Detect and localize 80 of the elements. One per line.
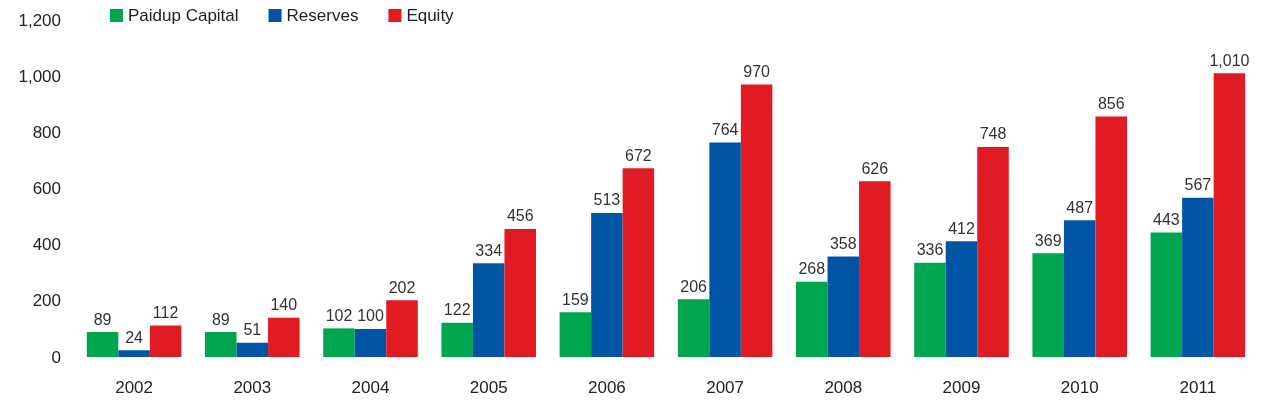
data-label: 369	[1034, 231, 1062, 249]
bar	[591, 212, 623, 357]
bar	[118, 350, 150, 357]
bar	[1032, 253, 1064, 357]
data-label: 412	[948, 219, 975, 237]
y-tick-label: 600	[32, 179, 61, 198]
data-label: 358	[829, 234, 857, 252]
data-label: 112	[152, 304, 179, 322]
bar	[504, 228, 536, 357]
y-tick-label: 0	[51, 347, 61, 367]
x-tick-label: 2007	[706, 378, 745, 397]
bar	[86, 332, 119, 357]
x-tick-label: 2002	[115, 378, 154, 397]
data-label: 140	[270, 296, 298, 314]
data-label: 100	[357, 307, 384, 325]
data-label: 334	[475, 241, 503, 259]
bar	[622, 168, 655, 357]
bar	[559, 312, 592, 357]
data-label: 970	[743, 63, 771, 81]
bar	[236, 342, 269, 357]
data-label: 487	[1066, 198, 1094, 216]
bar	[1182, 197, 1214, 357]
data-label: 567	[1184, 176, 1212, 194]
data-label: 1,010	[1209, 51, 1250, 69]
bar	[827, 256, 860, 357]
bar	[859, 181, 891, 357]
bar	[354, 328, 387, 357]
bar	[441, 322, 473, 357]
x-tick-label: 2009	[942, 378, 981, 397]
data-label: 336	[916, 241, 944, 259]
y-tick-label: 800	[32, 122, 61, 142]
data-label: 102	[325, 306, 353, 324]
bar	[472, 263, 505, 357]
bar	[709, 142, 741, 357]
x-tick-label: 2008	[824, 378, 863, 397]
y-tick-label: 1,000	[18, 66, 61, 86]
data-label: 748	[979, 125, 1007, 143]
legend-label: Equity	[406, 6, 455, 25]
legend-label: Reserves	[286, 6, 359, 25]
bar	[914, 262, 946, 357]
bar	[977, 146, 1009, 357]
bar	[1213, 73, 1246, 357]
y-tick-label: 200	[32, 291, 61, 311]
bar	[205, 332, 237, 357]
bar	[945, 241, 978, 357]
data-label: 51	[243, 321, 262, 339]
bar	[149, 325, 182, 357]
x-tick-label: 2006	[587, 378, 626, 397]
data-label: 856	[1097, 95, 1125, 113]
data-label: 24	[125, 328, 144, 346]
data-label: 89	[93, 310, 112, 328]
data-label: 159	[562, 290, 589, 308]
bar	[740, 84, 773, 357]
bar	[386, 300, 418, 357]
x-tick-label: 2004	[351, 378, 390, 397]
data-label: 122	[443, 301, 471, 319]
x-tick-label: 2010	[1060, 378, 1099, 397]
data-label: 443	[1153, 211, 1180, 229]
y-tick-label: 1,200	[18, 10, 61, 30]
bar	[677, 299, 710, 357]
data-label: 764	[711, 120, 739, 138]
data-label: 456	[506, 207, 534, 225]
data-label: 268	[798, 260, 826, 278]
legend-label: Paidup Capital	[128, 6, 239, 25]
data-label: 202	[388, 278, 416, 296]
bar	[1095, 116, 1127, 357]
bar	[796, 281, 828, 357]
data-label: 626	[861, 159, 889, 177]
bar	[323, 328, 355, 357]
bar	[268, 317, 300, 357]
x-tick-label: 2011	[1179, 378, 1217, 397]
data-label: 672	[625, 146, 652, 164]
data-label: 206	[680, 277, 708, 295]
x-tick-label: 2005	[469, 378, 508, 397]
bar	[1063, 220, 1096, 357]
x-tick-label: 2003	[233, 378, 272, 397]
bar	[1150, 232, 1183, 357]
y-tick-label: 400	[32, 235, 61, 255]
data-label: 89	[211, 310, 230, 328]
data-label: 513	[593, 191, 621, 209]
